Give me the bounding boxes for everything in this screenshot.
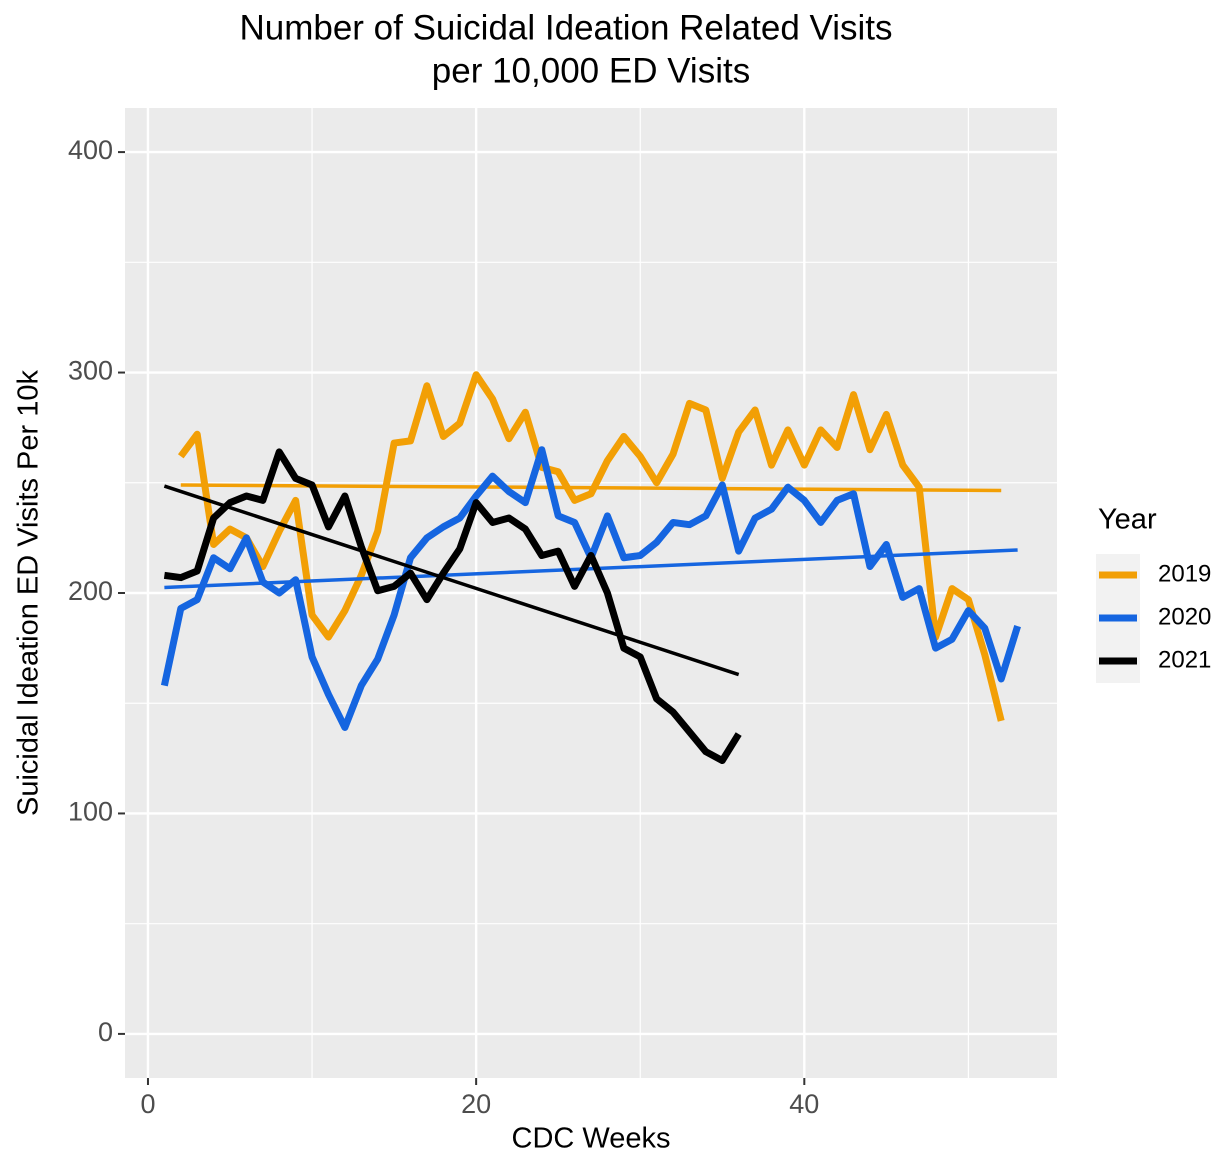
x-axis-title: CDC Weeks: [512, 1123, 671, 1155]
trend-line: [180, 483, 1002, 493]
legend-label: 2020: [1158, 603, 1211, 630]
y-axis-title: Suicidal Ideation ED Visits Per 10k: [13, 370, 45, 816]
trend-line: [163, 484, 740, 677]
chart-title: Number of Suicidal Ideation Related Visi…: [239, 8, 892, 47]
trend-line: [164, 548, 1018, 590]
legend-label: 2021: [1158, 646, 1211, 673]
x-tick-label: 20: [461, 1089, 491, 1119]
x-tick-label: 40: [789, 1089, 819, 1119]
legend-title: Year: [1098, 504, 1157, 536]
y-tick-label: 0: [98, 1017, 113, 1047]
y-tick-label: 400: [68, 135, 113, 165]
data-line: [177, 371, 1005, 722]
y-tick-label: 200: [68, 576, 113, 606]
chart-title: per 10,000 ED Visits: [432, 51, 750, 90]
data-line: [163, 448, 742, 765]
legend-label: 2019: [1158, 560, 1211, 587]
x-tick-label: 0: [140, 1089, 155, 1119]
y-tick-label: 300: [68, 356, 113, 386]
y-tick-label: 100: [68, 797, 113, 827]
